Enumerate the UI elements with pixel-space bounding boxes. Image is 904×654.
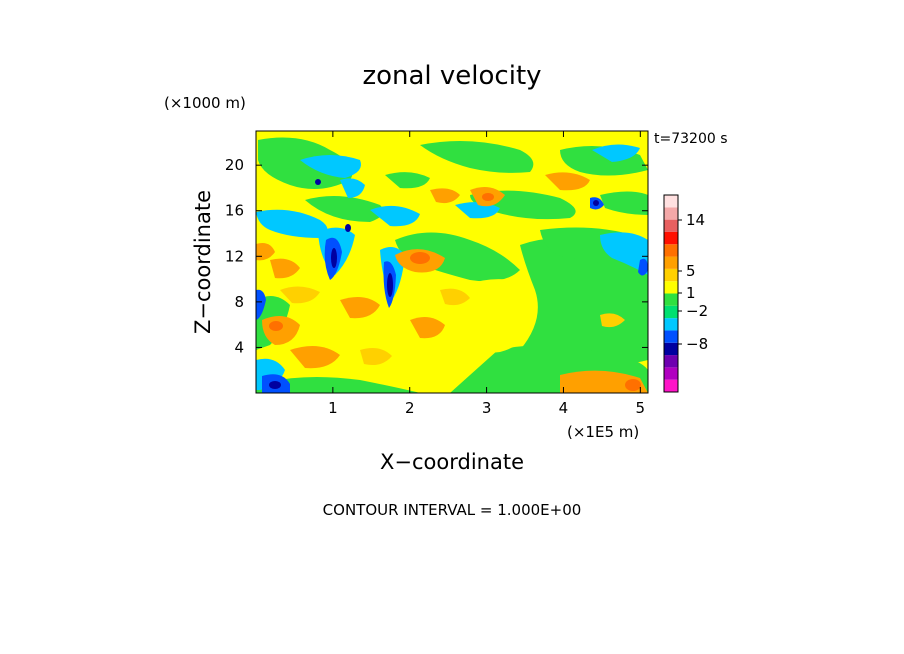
y-tick-label: 12 <box>225 247 244 265</box>
colorbar-segment <box>664 342 678 356</box>
chart-title: zonal velocity <box>362 61 541 91</box>
colorbar-segment <box>664 305 678 319</box>
colorbar-label: 14 <box>686 211 705 229</box>
colorbar-segment <box>664 293 678 306</box>
y-tick-label: 16 <box>225 202 244 220</box>
colorbar-segment <box>664 219 678 232</box>
colorbar-segment <box>664 379 678 392</box>
x-axis-title: X−coordinate <box>380 450 524 474</box>
red-cores <box>269 193 641 391</box>
x-tick-label: 5 <box>636 399 646 417</box>
colorbar-label: −2 <box>686 302 708 320</box>
colorbar-segment <box>664 367 678 380</box>
colorbar-segment <box>664 330 678 343</box>
blue-cores <box>256 179 648 393</box>
colorbar-segment <box>664 268 678 282</box>
y-tick-label: 8 <box>234 293 244 311</box>
y-tick-label: 4 <box>234 338 244 356</box>
colorbar-label: −8 <box>686 335 708 353</box>
x-tick-label: 3 <box>482 399 492 417</box>
y-tick-label: 20 <box>225 156 244 174</box>
colorbar-segment <box>664 231 678 245</box>
colorbar-segment <box>664 256 678 269</box>
light-orange-regions <box>280 286 625 365</box>
time-label: t=73200 s <box>654 131 728 147</box>
colorbar-segment <box>664 318 678 331</box>
colorbar-label: 5 <box>686 262 696 280</box>
x-tick-label: 4 <box>559 399 569 417</box>
colorbar: 14 5 1−2 −8 <box>663 194 708 393</box>
colorbar-segment <box>664 281 678 294</box>
x-tick-label: 2 <box>405 399 415 417</box>
contour-interval-footer: CONTOUR INTERVAL = 1.000E+00 <box>323 501 582 519</box>
y-axis-title: Z−coordinate <box>191 190 215 334</box>
colorbar-segment <box>664 355 678 368</box>
x-axis-ticks: 1 2 3 4 5 <box>328 131 645 417</box>
plot-frame <box>255 130 649 394</box>
colorbar-segment <box>664 244 678 257</box>
colorbar-segment <box>664 207 678 220</box>
y-axis-ticks: 4 8 12 16 20 <box>225 156 648 356</box>
orange-regions <box>256 172 648 393</box>
colorbar-segment <box>664 195 678 208</box>
yellow-blob <box>448 279 536 353</box>
cyan-regions <box>256 144 648 390</box>
colorbar-label: 1 <box>686 284 696 302</box>
plot-area <box>256 131 648 393</box>
y-unit-label: (×1000 m) <box>164 94 246 112</box>
x-tick-label: 1 <box>328 399 338 417</box>
x-unit-label: (×1E5 m) <box>567 423 639 441</box>
